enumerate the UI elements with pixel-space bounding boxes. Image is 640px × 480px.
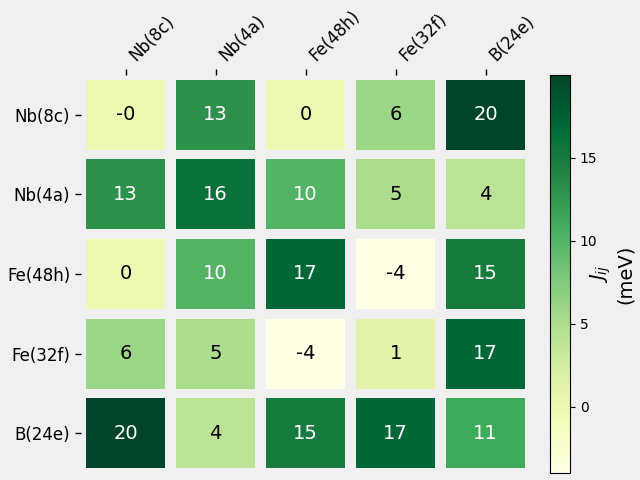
Bar bbox=[86, 239, 165, 309]
Text: 20: 20 bbox=[473, 105, 498, 124]
Bar bbox=[446, 80, 525, 150]
Text: 4: 4 bbox=[479, 185, 492, 204]
Text: 1: 1 bbox=[389, 344, 402, 363]
Text: 5: 5 bbox=[209, 344, 222, 363]
Bar bbox=[446, 239, 525, 309]
Text: 17: 17 bbox=[293, 264, 318, 283]
Bar bbox=[356, 239, 435, 309]
Text: 10: 10 bbox=[293, 185, 318, 204]
Bar bbox=[86, 80, 165, 150]
Text: 15: 15 bbox=[293, 424, 318, 443]
Bar bbox=[86, 159, 165, 229]
Bar bbox=[356, 80, 435, 150]
Bar bbox=[266, 239, 345, 309]
Text: 4: 4 bbox=[209, 424, 222, 443]
Y-axis label: $J_{ij}$
(meV): $J_{ij}$ (meV) bbox=[588, 244, 635, 304]
Text: 0: 0 bbox=[300, 105, 312, 124]
Bar bbox=[446, 398, 525, 468]
Text: -4: -4 bbox=[296, 344, 316, 363]
Text: 6: 6 bbox=[120, 344, 132, 363]
Text: 17: 17 bbox=[383, 424, 408, 443]
Bar bbox=[86, 319, 165, 389]
Text: 13: 13 bbox=[204, 105, 228, 124]
Bar bbox=[176, 398, 255, 468]
Text: 11: 11 bbox=[473, 424, 498, 443]
Bar bbox=[266, 319, 345, 389]
Text: 16: 16 bbox=[204, 185, 228, 204]
Bar bbox=[176, 80, 255, 150]
Bar bbox=[356, 159, 435, 229]
Bar bbox=[446, 159, 525, 229]
Bar bbox=[86, 398, 165, 468]
Bar bbox=[356, 319, 435, 389]
Text: -0: -0 bbox=[116, 105, 135, 124]
Text: 15: 15 bbox=[473, 264, 498, 283]
Bar bbox=[176, 319, 255, 389]
Text: 6: 6 bbox=[389, 105, 402, 124]
Text: 5: 5 bbox=[389, 185, 402, 204]
Bar bbox=[266, 398, 345, 468]
Bar bbox=[356, 398, 435, 468]
Text: 20: 20 bbox=[113, 424, 138, 443]
Text: 10: 10 bbox=[204, 264, 228, 283]
Text: 0: 0 bbox=[120, 264, 132, 283]
Text: 13: 13 bbox=[113, 185, 138, 204]
Text: -4: -4 bbox=[386, 264, 405, 283]
Bar bbox=[266, 80, 345, 150]
Bar bbox=[266, 159, 345, 229]
Bar bbox=[176, 159, 255, 229]
Bar bbox=[446, 319, 525, 389]
Bar bbox=[176, 239, 255, 309]
Text: 17: 17 bbox=[473, 344, 498, 363]
